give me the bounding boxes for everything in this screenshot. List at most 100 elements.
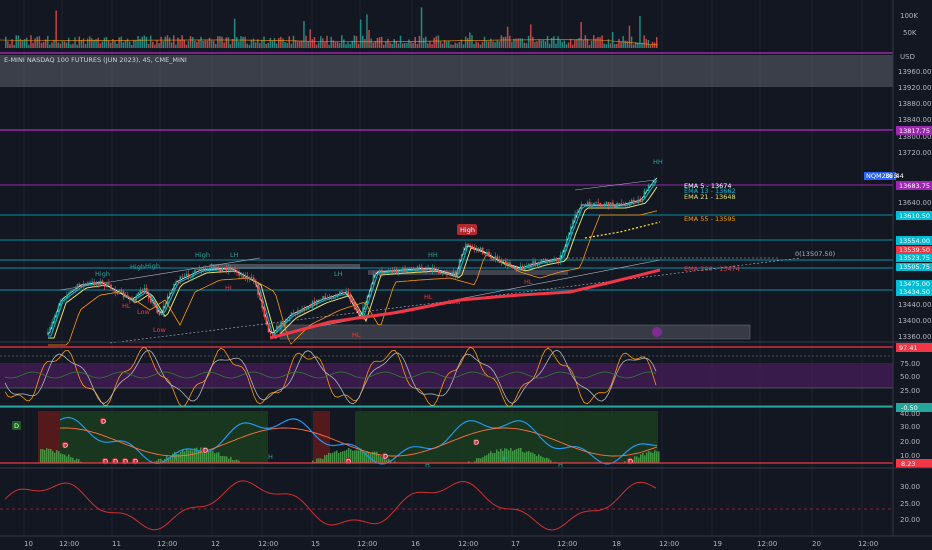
volume-bar — [561, 42, 563, 48]
candle-body — [221, 267, 224, 272]
osc-bar — [168, 457, 170, 463]
candle-body — [427, 268, 429, 270]
volume-bar — [313, 37, 316, 48]
candle-body — [372, 274, 375, 285]
osc-bar — [508, 450, 510, 463]
volume-bar — [282, 38, 284, 48]
volume-bar — [616, 43, 618, 48]
volume-bar — [198, 40, 200, 48]
osc-bar — [184, 451, 186, 463]
candle-body — [238, 272, 240, 276]
volume-bar — [364, 39, 366, 48]
osc-bar — [364, 451, 366, 463]
candle-body — [173, 283, 175, 292]
volume-bar — [467, 38, 469, 48]
candle-body — [148, 293, 150, 299]
candle-body — [133, 299, 135, 301]
candle-body — [131, 299, 133, 301]
candle-body — [647, 185, 650, 191]
osc-bar — [496, 449, 498, 463]
volume-bar — [326, 35, 328, 48]
volume-bar — [290, 43, 293, 48]
time-tick: 12:00 — [458, 540, 478, 548]
volume-bar — [233, 18, 236, 48]
candle-body — [593, 202, 595, 205]
price-badge — [896, 254, 932, 262]
osc-bar — [636, 456, 638, 463]
symbol-title[interactable]: E-MINI NASDAQ 100 FUTURES (JUN 2023), 45… — [4, 56, 187, 64]
candle-body — [360, 314, 362, 315]
candle-body — [122, 291, 125, 298]
horizontal-levels — [0, 129, 893, 344]
volume-bar — [410, 41, 412, 48]
candle-body — [89, 282, 91, 284]
volume-bar — [305, 35, 307, 48]
osc-bar — [158, 458, 160, 463]
osc-bar — [546, 457, 548, 463]
candle-body — [322, 296, 324, 300]
osc-bar — [48, 448, 50, 463]
candle-body — [324, 296, 326, 299]
volume-bar — [395, 40, 398, 48]
volume-bar — [42, 42, 45, 48]
candle-body — [198, 269, 200, 272]
candle-body — [555, 258, 557, 261]
candle-body — [471, 245, 473, 248]
candle-body — [295, 313, 297, 315]
candle-body — [257, 284, 259, 295]
ema-label: EMA 21 - 13648 — [684, 193, 736, 201]
volume-bar — [544, 41, 547, 48]
osc-bar — [382, 457, 384, 463]
event-icon[interactable] — [652, 327, 662, 337]
volume-bar — [164, 36, 167, 48]
volume-bar — [475, 41, 477, 48]
price-tick: 13440.00 — [898, 301, 931, 309]
volume-bar — [593, 35, 595, 48]
ema-label: EMA 55 - 13595 — [684, 215, 736, 223]
volume-bar — [284, 42, 286, 48]
range-box — [0, 55, 893, 87]
volume-bar — [603, 43, 605, 48]
candle-body — [261, 299, 263, 308]
sell-signal-icon — [381, 452, 389, 460]
ema-55-line — [48, 210, 658, 346]
candle-body — [114, 289, 116, 293]
candle-body — [565, 238, 568, 248]
osc-axis-label: 20.00 — [900, 438, 920, 446]
osc-bar — [180, 451, 182, 463]
sell-signal-label: D — [383, 452, 388, 460]
volume-bar — [586, 38, 589, 48]
osc-bar — [468, 461, 470, 463]
sell-signal-icon — [472, 438, 480, 446]
candle-body — [299, 310, 301, 312]
volume-bar — [13, 44, 15, 48]
candle-body — [244, 275, 247, 279]
sell-signal-label: D — [63, 441, 68, 449]
candlesticks — [47, 177, 656, 337]
volume-bar — [414, 37, 416, 48]
candle-body — [297, 310, 299, 315]
volume-bar — [273, 38, 276, 48]
candle-body — [99, 280, 102, 285]
osc-bar — [658, 451, 660, 463]
time-axis[interactable]: 10 12:00 11 12:00 12 12:00 15 12:00 16 1… — [24, 540, 878, 548]
volume-bar — [462, 44, 465, 48]
candle-body — [91, 281, 93, 283]
candle-body — [559, 255, 562, 262]
candle-body — [135, 296, 137, 300]
volume-bar — [200, 36, 202, 48]
candle-body — [61, 299, 64, 301]
osc-bar — [366, 451, 368, 463]
candle-body — [106, 283, 108, 287]
candle-body — [116, 292, 119, 295]
volume-bar — [30, 35, 32, 48]
sell-signal-label: D — [113, 457, 118, 465]
candle-body — [397, 270, 400, 273]
volume-bar — [599, 37, 601, 48]
candle-body — [603, 203, 606, 207]
volume-bar — [626, 41, 629, 48]
candle-body — [521, 265, 524, 271]
volume-bar — [229, 44, 232, 48]
volume-bar — [152, 41, 154, 48]
